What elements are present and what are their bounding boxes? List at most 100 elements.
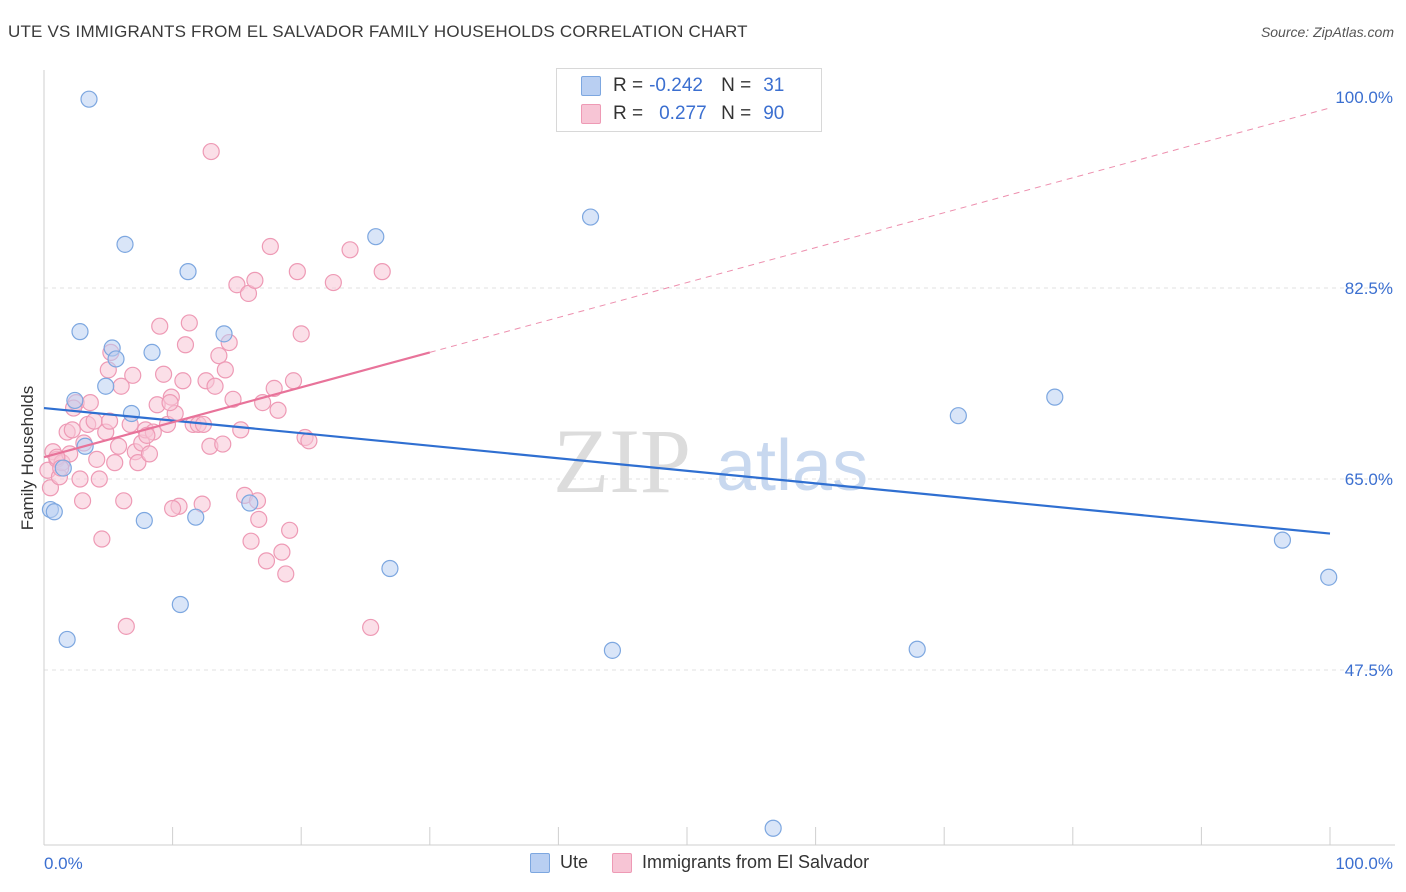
legend-swatch-immigrants [581,104,601,124]
ute-point-22 [581,208,600,226]
immigrants-point-42 [176,336,195,354]
immigrants-point-67 [269,401,287,419]
ute-point-19 [241,494,259,512]
immigrants-point-73 [292,325,310,343]
y-tick-label-1: 82.5% [1345,279,1393,298]
immigrants-point-13 [81,394,99,412]
legend-label-ute: Ute [560,852,589,872]
ute-point-7 [80,90,98,108]
legend-item-immigrants: Immigrants from El Salvador [612,852,869,873]
ute-point-15 [171,595,189,614]
legend-r-label: R = [613,103,644,124]
ute-point-18 [215,325,233,343]
immigrants-point-83 [100,412,119,430]
immigrants-point-49 [202,142,220,161]
ute-point-14 [143,343,161,361]
legend-n-label: N = [721,103,752,124]
points-ute [41,89,1338,837]
immigrants-point-70 [281,521,299,539]
x-tick-label-right: 100.0% [1335,854,1393,873]
immigrants-point-56 [228,276,246,294]
watermark-zip: ZIP [553,410,691,512]
legend-item-ute: Ute [530,852,588,873]
immigrants-point-15 [88,450,106,468]
axes [43,70,1395,846]
immigrants-point-79 [373,263,391,281]
immigrants-point-10 [71,470,89,488]
immigrants-trend-extension [429,107,1331,353]
immigrants-point-36 [154,365,173,383]
x-tick-label-left: 0.0% [44,854,83,873]
immigrants-point-11 [73,492,92,510]
ute-point-3 [58,630,76,649]
ute-trend-line [43,406,1331,535]
immigrants-point-16 [90,470,108,488]
immigrants-point-17 [93,530,111,548]
ute-point-5 [71,323,89,341]
legend-r-value-immigrants: 0.277 [659,103,707,124]
ute-point-8 [97,377,115,395]
ute-point-13 [135,511,153,530]
legend-n-value-immigrants: 90 [763,103,785,124]
immigrants-point-76 [324,273,342,292]
legend-swatch-ute [530,852,550,873]
legend-swatch-immigrants [612,852,633,873]
legend-n-value-ute: 31 [763,75,785,96]
immigrants-point-51 [210,347,228,365]
watermark-atlas: atlas [716,426,868,506]
ute-point-26 [908,640,926,658]
grid [44,287,1395,671]
y-tick-label-0: 100.0% [1335,88,1393,107]
immigrants-point-57 [232,421,250,439]
legend-r-label: R = [613,75,644,96]
legend-n-label: N = [721,75,752,96]
stats-legend: R = -0.242 N = 31 R = 0.277 N = 90 [556,68,822,132]
ute-point-28 [1046,388,1064,406]
ute-point-30 [1320,568,1338,586]
immigrants-point-35 [151,317,169,335]
immigrants-point-27 [124,366,142,384]
immigrants-point-21 [106,454,124,472]
ute-point-25 [764,819,782,837]
immigrants-point-72 [288,263,306,281]
ute-point-10 [107,350,125,368]
ute-point-11 [116,235,134,253]
ute-point-2 [54,459,72,477]
ute-point-20 [367,228,385,246]
trend-lines [43,107,1331,535]
immigrants-point-8 [63,421,81,439]
immigrants-point-75 [300,432,318,450]
ute-point-17 [187,508,205,526]
y-axis-title: Family Households [18,385,37,531]
chart-title: UTE VS IMMIGRANTS FROM EL SALVADOR FAMIL… [8,22,748,41]
immigrants-point-65 [261,237,279,256]
ute-point-27 [949,407,967,425]
immigrants-point-41 [174,372,192,390]
immigrants-point-85 [161,394,179,412]
legend-row-ute: R = -0.242 N = 31 [581,73,784,99]
immigrants-point-71 [284,372,303,390]
immigrants-point-29 [129,454,147,472]
legend-swatch-ute [581,76,601,96]
immigrants-point-43 [180,314,198,332]
ute-point-4 [66,391,84,410]
tick-labels: 100.0% 82.5% 65.0% 47.5% 0.0% 100.0% [44,88,1393,873]
immigrants-point-52 [214,435,232,453]
immigrants-point-50 [206,377,224,395]
y-tick-label-3: 47.5% [1345,661,1393,680]
immigrants-point-24 [115,492,133,510]
points-immigrants [39,142,391,637]
ute-point-16 [179,263,197,281]
y-tick-label-2: 65.0% [1345,470,1393,489]
immigrants-point-55 [224,390,242,408]
ute-point-12 [122,404,141,423]
source-label: Source: ZipAtlas.com [1260,24,1394,40]
immigrants-point-60 [242,532,260,550]
immigrants-point-64 [257,552,276,570]
ute-point-1 [45,503,63,521]
immigrants-point-25 [117,617,135,635]
immigrants-trend-line [43,351,431,459]
legend-label-immigrants: Immigrants from El Salvador [642,852,870,872]
immigrants-point-61 [246,271,264,289]
